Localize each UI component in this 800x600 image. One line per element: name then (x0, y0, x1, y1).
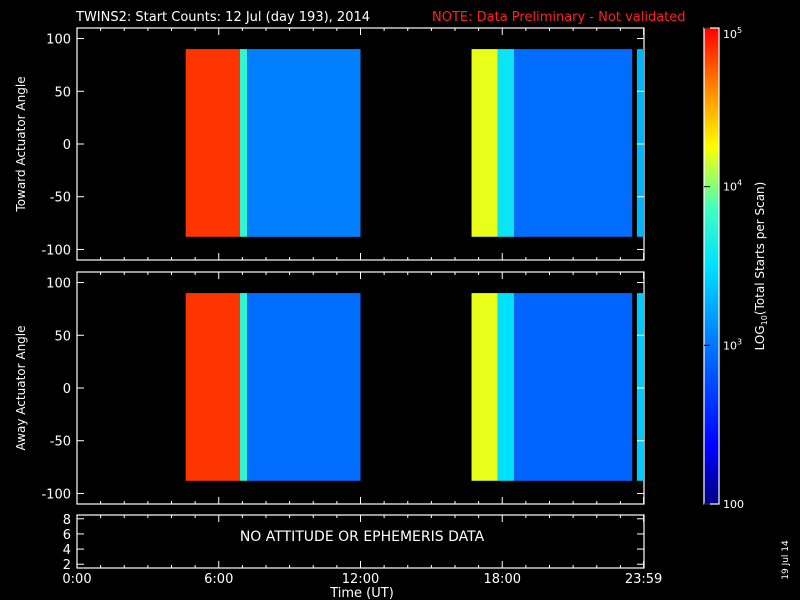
colorbar-label-rest: (Total Starts per Scan) (753, 182, 767, 316)
toward-heat-cell-0-1 (240, 49, 248, 237)
away-ytick-label-4: -100 (41, 487, 71, 502)
away-heat-cell-0-1 (240, 293, 248, 481)
ephemeris-ytick-label-0: 8 (63, 513, 71, 528)
xtick-label-2: 12:00 (342, 572, 379, 587)
away-ytick-label-0: 100 (46, 277, 71, 292)
xtick-label-0: 0:00 (62, 572, 91, 587)
colorbar-frame (703, 27, 720, 505)
xtick-label-3: 18:00 (484, 572, 521, 587)
toward-heatmap (185, 49, 644, 237)
away-heatmap (185, 293, 644, 481)
away-heat-cell-2-0 (636, 293, 644, 481)
colorbar-tick-base-2: 10 (723, 339, 737, 352)
colorbar-tick-exp-0: 5 (737, 26, 742, 35)
toward-ytick-label-2: 0 (63, 138, 71, 153)
away-heat-cell-0-2 (247, 293, 361, 481)
toward-heat-cell-0-2 (247, 49, 361, 237)
away-heat-cell-1-0 (471, 293, 498, 481)
toward-heat-cell-1-1 (497, 49, 515, 237)
toward-heat-cell-1-2 (514, 49, 633, 237)
colorbar-gradient (704, 28, 719, 504)
toward-ytick-label-0: 100 (46, 33, 71, 48)
xtick-label-4: 23:59 (625, 572, 662, 587)
toward-heat-cell-0-0 (185, 49, 241, 237)
colorbar-tick-label-3: 100 (723, 498, 744, 511)
no-attitude-message: NO ATTITUDE OR EPHEMERIS DATA (240, 529, 485, 545)
preliminary-note: NOTE: Data Preliminary - Not validated (432, 10, 686, 25)
ephemeris-ytick-label-2: 4 (63, 543, 71, 558)
ephemeris-ytick-label-3: 2 (63, 558, 71, 573)
toward-y-axis-label: Toward Actuator Angle (14, 76, 28, 212)
colorbar-tick-exp-2: 3 (737, 337, 742, 346)
colorbar-tick-label-0: 105 (723, 26, 742, 41)
away-ytick-label-2: 0 (63, 382, 71, 397)
colorbar-tick-exp-1: 4 (737, 179, 742, 188)
x-axis-label: Time (UT) (329, 586, 394, 600)
toward-heat-cell-2-0 (636, 49, 644, 237)
toward-ytick-label-4: -100 (41, 243, 71, 258)
colorbar-tick-label-2: 103 (723, 337, 742, 352)
toward-ytick-label-1: 50 (54, 85, 71, 100)
colorbar-tick-base-3: 100 (723, 498, 744, 511)
colorbar-tick-base-1: 10 (723, 181, 737, 194)
away-heat-cell-0-0 (185, 293, 241, 481)
away-ytick-label-3: -50 (50, 435, 71, 450)
away-ytick-label-1: 50 (54, 329, 71, 344)
toward-heat-cell-1-0 (471, 49, 498, 237)
away-heat-cell-1-2 (514, 293, 633, 481)
toward-y-axis: 100 50 0 -50 -100 (41, 33, 644, 258)
chart-title: TWINS2: Start Counts: 12 Jul (day 193), … (75, 10, 370, 25)
colorbar-tick-label-1: 104 (723, 179, 742, 194)
side-date-stamp: 19 Jul 14 (781, 540, 791, 580)
away-y-axis-label: Away Actuator Angle (14, 325, 28, 450)
colorbar-label-subscript: 10 (760, 315, 769, 325)
time-x-axis: 0:00 6:00 12:00 18:00 23:59 (62, 28, 662, 587)
colorbar-label-main: LOG (753, 325, 767, 350)
colorbar-label: LOG10(Total Starts per Scan) (753, 182, 769, 351)
ephemeris-ytick-label-1: 6 (63, 528, 71, 543)
away-y-axis: 100 50 0 -50 -100 (41, 277, 644, 502)
toward-ytick-label-3: -50 (50, 191, 71, 206)
away-heat-cell-1-1 (497, 293, 515, 481)
xtick-label-1: 6:00 (204, 572, 233, 587)
colorbar-tick-base-0: 10 (723, 28, 737, 41)
